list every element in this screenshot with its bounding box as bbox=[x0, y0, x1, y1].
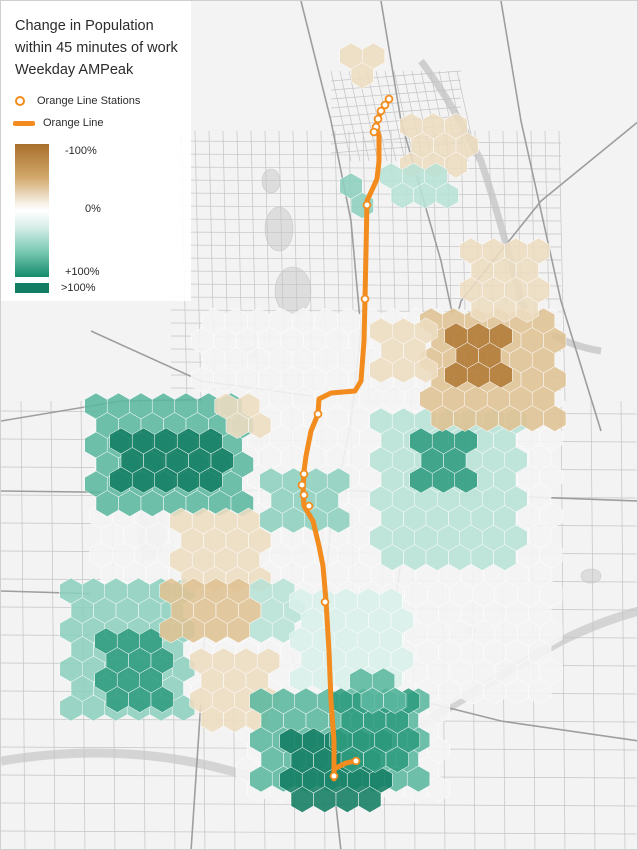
station-marker[interactable] bbox=[304, 501, 314, 511]
hexbin bbox=[528, 678, 552, 705]
hexbin bbox=[385, 746, 409, 773]
station-marker[interactable] bbox=[313, 409, 323, 419]
legend-title-line-3: Weekday AMPeak bbox=[15, 62, 134, 78]
hexbin bbox=[435, 182, 459, 209]
station-marker[interactable] bbox=[360, 294, 370, 304]
hexbin bbox=[326, 506, 351, 534]
hexbin bbox=[444, 151, 468, 179]
color-ramp bbox=[15, 144, 49, 277]
hexbin bbox=[199, 466, 223, 494]
ramp-label-bottom: +100% bbox=[65, 266, 100, 278]
station-marker[interactable] bbox=[299, 469, 309, 479]
ramp-label-over: >100% bbox=[61, 282, 96, 294]
hexbin bbox=[406, 765, 431, 793]
hexbin bbox=[383, 687, 407, 714]
station-marker[interactable] bbox=[320, 597, 330, 607]
station-marker[interactable] bbox=[369, 127, 379, 137]
hexbin bbox=[350, 62, 374, 89]
line-symbol-icon bbox=[13, 120, 35, 126]
station-marker[interactable] bbox=[384, 94, 394, 104]
orange-line[interactable] bbox=[300, 96, 392, 782]
legend-stations-label: Orange Line Stations bbox=[37, 95, 141, 107]
legend-stations-row: Orange Line Stations bbox=[13, 95, 140, 107]
hexbin bbox=[271, 616, 296, 644]
orange-line-stations bbox=[297, 94, 394, 781]
station-marker[interactable] bbox=[376, 106, 386, 116]
map-legend: Change in Population within 45 minutes o… bbox=[1, 1, 191, 301]
over-100-swatch bbox=[15, 283, 49, 293]
hexbin bbox=[248, 412, 272, 439]
hexbin bbox=[489, 361, 513, 389]
ramp-label-mid: 0% bbox=[85, 203, 101, 215]
legend-title: Change in Population within 45 minutes o… bbox=[15, 15, 178, 81]
hexbin bbox=[358, 786, 382, 813]
station-marker[interactable] bbox=[380, 100, 390, 110]
legend-line-label: Orange Line bbox=[43, 117, 104, 129]
station-marker[interactable] bbox=[362, 200, 372, 210]
station-marker[interactable] bbox=[351, 756, 361, 766]
hexbin bbox=[543, 405, 567, 432]
hexbin bbox=[150, 686, 174, 713]
station-marker[interactable] bbox=[299, 490, 309, 500]
hexbin bbox=[515, 296, 539, 323]
hexbin bbox=[454, 466, 478, 494]
hexbin bbox=[414, 356, 438, 384]
ramp-label-top: -100% bbox=[65, 145, 97, 157]
station-marker[interactable] bbox=[329, 771, 339, 781]
legend-title-line-2: within 45 minutes of work bbox=[15, 40, 178, 56]
legend-title-line-1: Change in Population bbox=[15, 18, 154, 34]
station-marker[interactable] bbox=[297, 480, 307, 490]
station-symbol-icon bbox=[15, 96, 25, 107]
legend-line-row: Orange Line bbox=[13, 117, 104, 129]
station-marker[interactable] bbox=[373, 114, 383, 124]
hexbin bbox=[493, 544, 517, 571]
